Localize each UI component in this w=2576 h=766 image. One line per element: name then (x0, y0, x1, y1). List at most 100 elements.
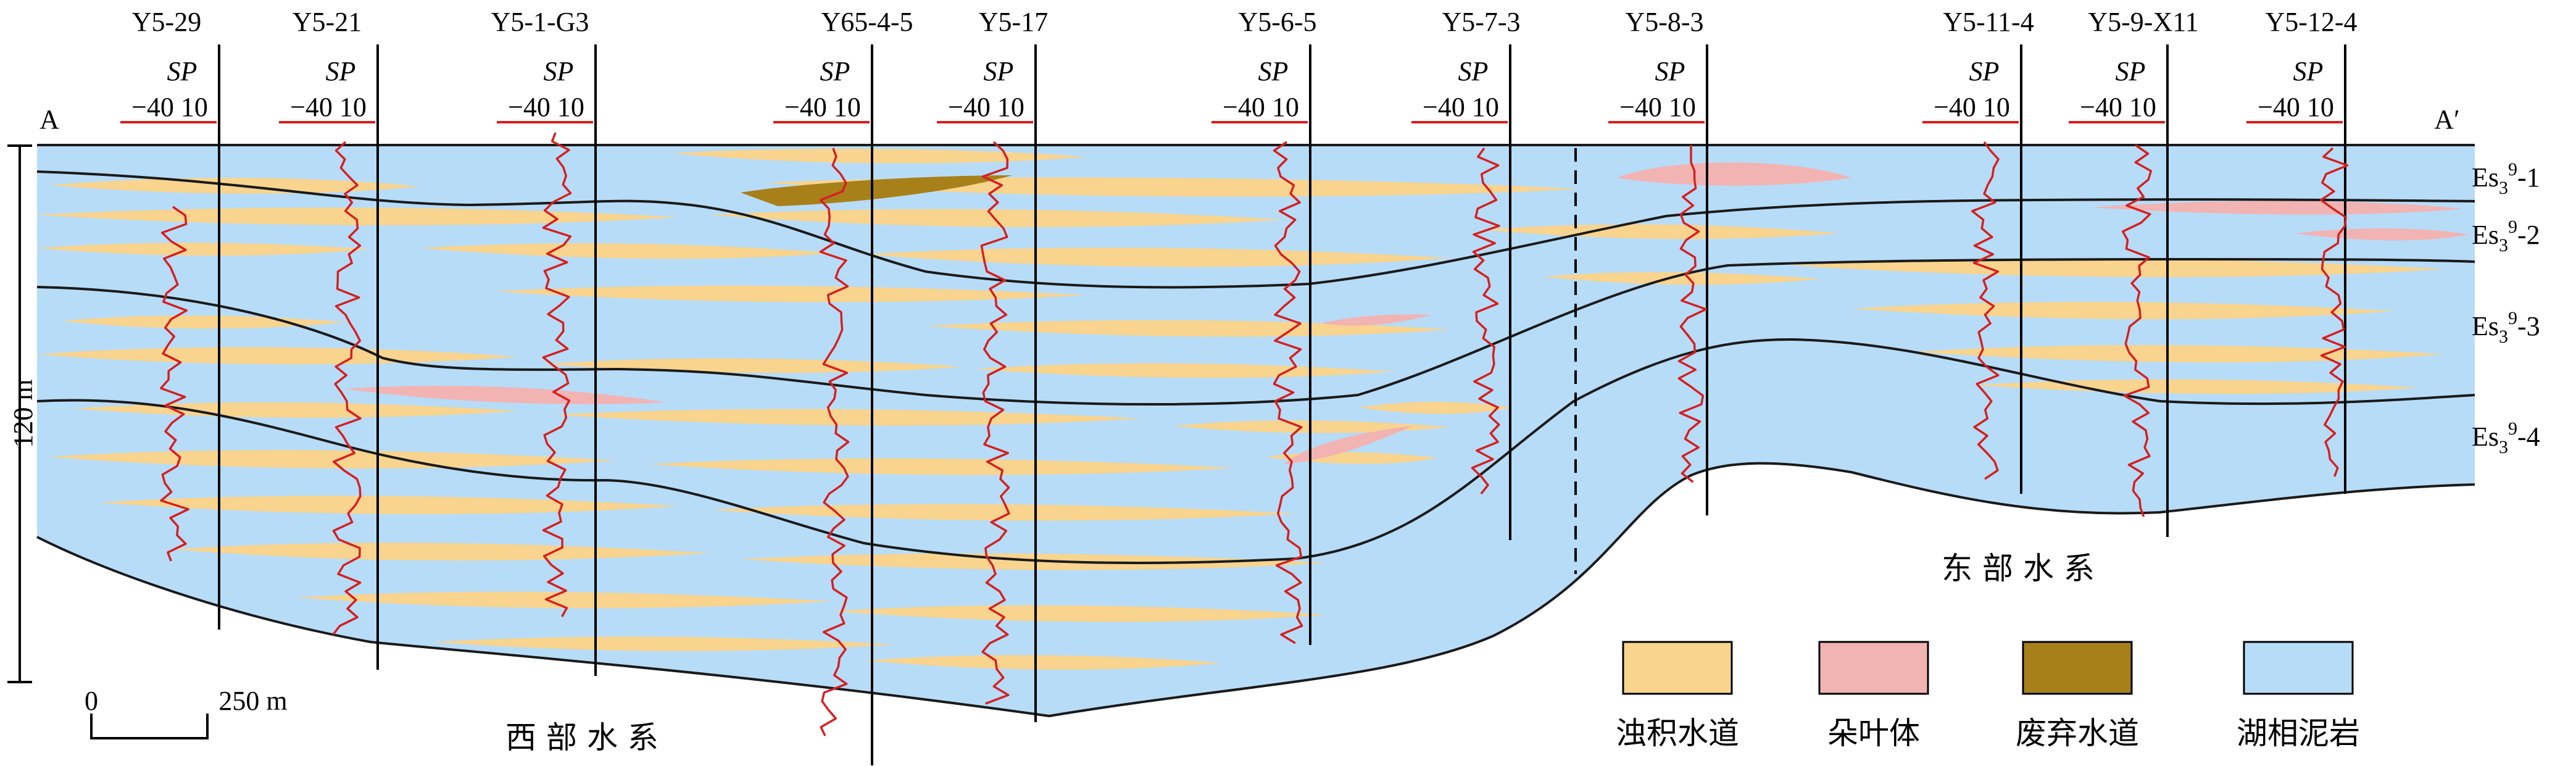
layer-label-es3-9-4: Es39-4 (2472, 418, 2540, 457)
turbidite-body (741, 553, 1327, 570)
sp-log-curve (1971, 141, 2000, 480)
sp-scale-label: −40 10 (2258, 92, 2334, 122)
sp-log-curve (1677, 145, 1708, 483)
turbidite-body (37, 207, 679, 226)
well-y5-12-4: Y5-12-4 SP −40 10 (2246, 7, 2358, 494)
turbidite-body (710, 504, 1296, 521)
legend-label-mudstone: 湖相泥岩 (2237, 715, 2360, 751)
legend-swatch-turbidite (1622, 641, 1733, 695)
layer-labels: Es39-1 Es39-2 Es39-3 Es39-4 (2472, 159, 2540, 457)
lobe-body (346, 386, 667, 404)
sp-log-curve (1273, 141, 1303, 644)
turbidite-channel-bodies (37, 148, 2444, 670)
boundary-es3-9-1-2 (36, 170, 2475, 289)
layer-base: Es (2472, 311, 2499, 341)
well-y5-21: Y5-21 SP −40 10 (279, 7, 379, 670)
turbidite-body (432, 636, 895, 651)
sp-log-curve (1471, 147, 1500, 495)
layer-suffix: -4 (2517, 422, 2540, 452)
layer-superscript: 9 (2508, 418, 2517, 439)
turbidite-body (74, 402, 518, 418)
sp-scale-label: −40 10 (1619, 92, 1696, 122)
turbidite-body (173, 543, 710, 561)
lobe-body (1617, 162, 1851, 186)
sp-scale-label: −40 10 (508, 92, 584, 122)
sp-curve-label: SP (167, 56, 197, 86)
turbidite-body (37, 347, 518, 365)
legend-label-abandoned: 废弃水道 (2016, 715, 2139, 751)
turbidite-body (555, 409, 1142, 426)
horizontal-scale-bar: 0 250 m (85, 686, 288, 739)
well-name: Y5-9-X11 (2088, 7, 2198, 37)
turbidite-body (864, 248, 1450, 267)
layer-base: Es (2472, 220, 2499, 250)
sp-log-curve (980, 141, 1010, 705)
well-name: Y5-7-3 (1442, 7, 1520, 37)
legend-item-lobe: 朵叶体 (1818, 641, 1929, 751)
turbidite-body (1358, 401, 1512, 414)
lobe-body (2092, 201, 2462, 215)
horizontal-scale-value: 250 m (218, 686, 287, 716)
legend-item-turbidite: 浊积水道 (1616, 641, 1739, 751)
turbidite-body (710, 209, 1284, 227)
sp-log-curve (2121, 144, 2153, 517)
sp-curve-label: SP (2116, 56, 2146, 86)
turbidite-body (673, 148, 1086, 164)
legend-item-mudstone: 湖相泥岩 (2237, 641, 2360, 751)
section-base-line (36, 462, 2475, 718)
well-name: Y5-6-5 (1238, 7, 1316, 37)
well-name: Y5-1-G3 (491, 7, 589, 37)
layer-label-es3-9-2: Es39-2 (2472, 217, 2540, 256)
sp-log-curve (2319, 147, 2349, 477)
sp-curve-label: SP (820, 56, 850, 86)
sp-curve-label: SP (2293, 56, 2324, 86)
wells-layer: Y5-29 SP −40 10 Y5-21 SP −40 10 Y5-1-G3 SP −40 1… (120, 7, 2358, 765)
well-name: Y5-17 (979, 7, 1048, 37)
well-y5-7-3: Y5-7-3 SP −40 10 (1411, 7, 1521, 540)
layer-suffix: -1 (2517, 162, 2540, 193)
east-system-label: 东 部 水 系 (1942, 551, 2095, 586)
layer-base: Es (2472, 162, 2499, 193)
well-y5-11-4: Y5-11-4 SP −40 10 (1922, 7, 2034, 494)
well-name: Y5-29 (132, 7, 201, 37)
turbidite-body (926, 320, 1450, 337)
well-y5-9-x11: Y5-9-X11 SP −40 10 (2069, 7, 2199, 537)
legend: 浊积水道 朵叶体 废弃水道 湖相泥岩 (1616, 641, 2360, 751)
turbidite-body (420, 243, 833, 259)
well-y5-6-5: Y5-6-5 SP −40 10 (1211, 7, 1317, 645)
sp-scale-label: −40 10 (1223, 92, 1299, 122)
lobe-body (1284, 426, 1413, 464)
layer-superscript: 9 (2508, 308, 2517, 328)
legend-swatch-mudstone (2243, 641, 2354, 695)
turbidite-body (99, 496, 679, 514)
sp-curve-label: SP (544, 56, 574, 86)
layer-superscript: 9 (2508, 217, 2517, 237)
turbidite-body (833, 605, 1327, 622)
layer-subscript: 3 (2499, 178, 2508, 198)
well-y5-1-g3: Y5-1-G3 SP −40 10 (491, 7, 597, 676)
legend-swatch-lobe (1818, 641, 1929, 695)
layer-label-es3-9-1: Es39-1 (2472, 159, 2540, 198)
legend-label-lobe: 朵叶体 (1827, 715, 1920, 751)
layer-superscript: 9 (2508, 159, 2517, 180)
well-y5-29: Y5-29 SP −40 10 (120, 7, 220, 630)
turbidite-body (37, 243, 370, 256)
layer-suffix: -3 (2517, 311, 2540, 341)
section-body (36, 144, 2475, 718)
abandoned-channel-body (741, 175, 1012, 206)
section-start-label: A (39, 104, 59, 135)
turbidite-body (49, 450, 617, 468)
sp-log-curve (332, 141, 362, 636)
turbidite-body (648, 458, 1234, 475)
sp-log-curve (159, 206, 189, 562)
layer-subscript: 3 (2499, 437, 2508, 457)
well-y5-8-3: Y5-8-3 SP −40 10 (1608, 7, 1708, 515)
turbidite-body (1790, 259, 2444, 277)
sp-scale-label: −40 10 (131, 92, 208, 122)
layer-label-es3-9-3: Es39-3 (2472, 308, 2540, 347)
vertical-scale-label: 120 m (8, 379, 38, 448)
legend-item-abandoned: 废弃水道 (2016, 641, 2139, 751)
well-name: Y5-11-4 (1943, 7, 2034, 37)
legend-swatch-abandoned (2022, 641, 2133, 695)
